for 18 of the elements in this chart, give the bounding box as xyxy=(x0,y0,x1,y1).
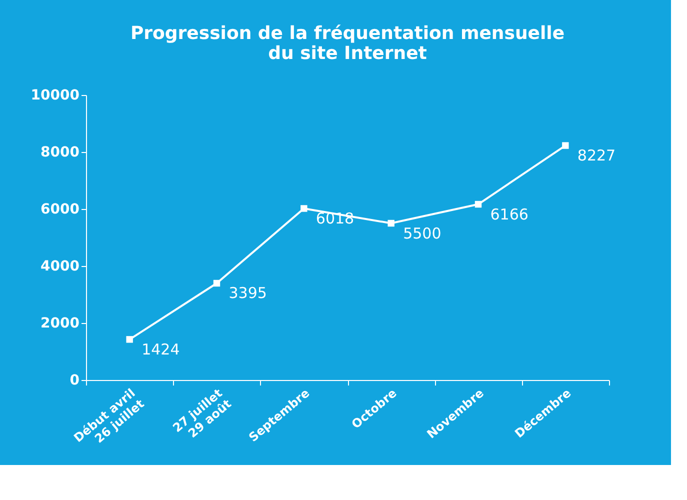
y-tick-label: 10000 xyxy=(30,88,80,104)
y-tick-label: 8000 xyxy=(40,144,80,160)
point xyxy=(474,200,482,208)
y-tick-label: 6000 xyxy=(40,202,80,218)
data-label: 1424 xyxy=(142,340,180,358)
data-label: 6166 xyxy=(490,205,528,224)
data-label: 8227 xyxy=(577,146,616,165)
y-tick-label: 4000 xyxy=(40,258,80,274)
point xyxy=(388,220,394,227)
point xyxy=(213,280,220,287)
point xyxy=(126,336,133,343)
data-label: 3395 xyxy=(228,284,267,302)
y-tick-label: 2000 xyxy=(40,316,80,332)
chart-title: Progression de la fréquentation mensuelle du site Internet xyxy=(130,23,565,64)
point xyxy=(300,205,308,212)
data-label: 5500 xyxy=(403,224,442,242)
point xyxy=(562,142,569,149)
y-tick-label: 0 xyxy=(70,372,80,388)
